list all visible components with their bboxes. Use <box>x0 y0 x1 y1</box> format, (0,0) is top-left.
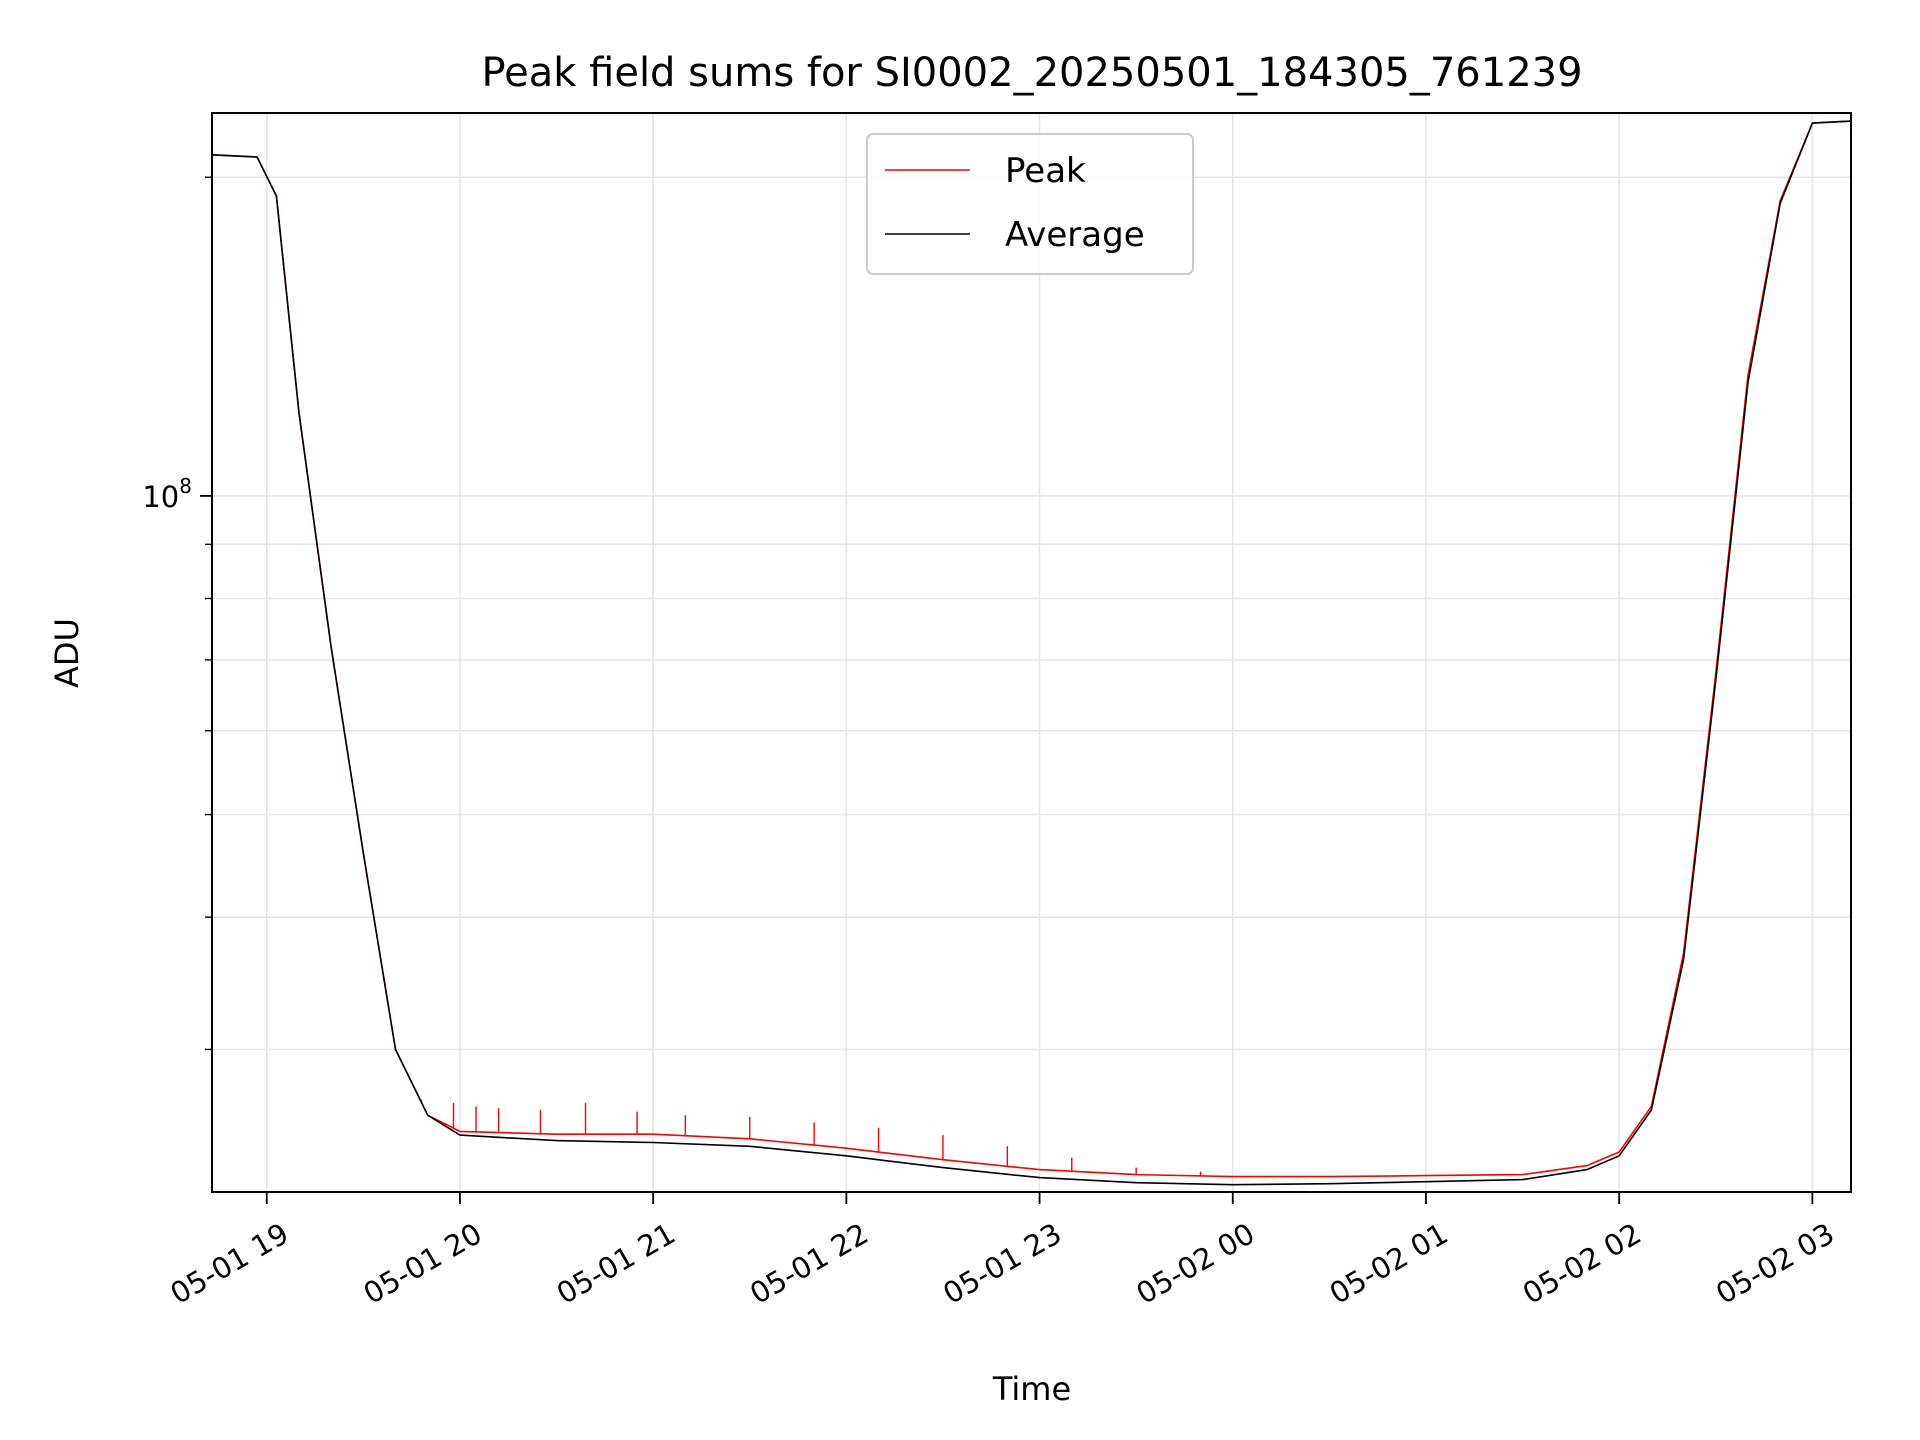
series-average <box>212 120 1851 1186</box>
legend-label-average: Average <box>1005 215 1145 255</box>
chart-title: Peak field sums for SI0002_20250501_1843… <box>481 50 1582 96</box>
series-layer <box>212 120 1851 1186</box>
series-line-average <box>212 120 1851 1186</box>
y-tick-exponent: 8 <box>179 474 192 498</box>
y-axis-title: ADU <box>48 618 86 688</box>
legend-box <box>866 133 1194 275</box>
y-tick-label: 108 <box>142 474 192 514</box>
x-axis-title: Time <box>992 1370 1071 1408</box>
plot-frame <box>211 112 1852 1193</box>
legend: Peak Average <box>866 133 1194 275</box>
y-axis: 108 <box>142 176 212 1051</box>
y-tick-base: 10 <box>142 480 179 514</box>
legend-label-peak: Peak <box>1005 151 1086 191</box>
grid <box>212 113 1851 1192</box>
